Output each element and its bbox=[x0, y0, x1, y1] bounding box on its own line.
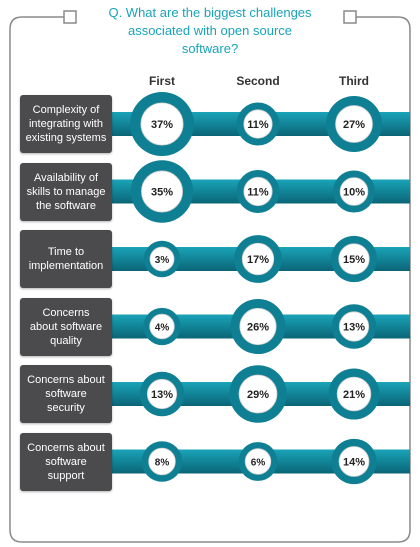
bubble bbox=[339, 177, 369, 206]
chart-question: Q. What are the biggest challenges assoc… bbox=[90, 4, 330, 58]
row-label-line: the software bbox=[36, 199, 96, 212]
row-label-line: software bbox=[45, 455, 87, 468]
question-line-2: associated with open source bbox=[127, 23, 293, 38]
row-label-line: support bbox=[47, 469, 85, 482]
bubble bbox=[140, 102, 184, 146]
row-label: Complexity of integrating with existing sy… bbox=[20, 95, 112, 153]
bubble-value-label: 26% bbox=[247, 322, 269, 334]
row-label-line: Complexity of bbox=[32, 104, 100, 116]
bubble-value-label: 13% bbox=[151, 389, 173, 401]
row-label: Concerns about software support bbox=[20, 432, 112, 491]
bubble-value-label: 15% bbox=[343, 254, 365, 266]
row-label-line: Concerns about bbox=[27, 441, 105, 454]
bubble-value-label: 4% bbox=[155, 323, 170, 334]
row-label: Concerns about software security bbox=[20, 365, 112, 423]
bubble bbox=[239, 307, 277, 346]
bubble-value-label: 10% bbox=[343, 187, 365, 199]
bubble bbox=[241, 242, 275, 276]
row-label-line: implementation bbox=[28, 260, 104, 272]
row-label-line: integrating with bbox=[28, 118, 103, 130]
row-label-line: skills to manage bbox=[26, 185, 106, 198]
row-label: Availability of skills to manage the softw… bbox=[20, 162, 112, 221]
row-label-line: Availability of bbox=[34, 171, 98, 184]
bubble-value-label: 27% bbox=[343, 119, 365, 131]
bubble bbox=[148, 447, 176, 476]
row-label: Time to implementation bbox=[20, 230, 112, 288]
bubble-value-label: 13% bbox=[343, 322, 365, 334]
column-header-first: First bbox=[148, 74, 175, 88]
row-label-line: quality bbox=[50, 334, 82, 347]
bubble-value-label: 29% bbox=[247, 389, 269, 401]
bubble bbox=[238, 374, 278, 414]
column-header-second: Second bbox=[236, 74, 280, 88]
row-label-line: about software bbox=[29, 320, 103, 333]
frame-corner-square-left bbox=[63, 10, 77, 24]
bubble bbox=[338, 243, 370, 275]
frame-corner-square-right bbox=[343, 10, 357, 24]
bubble-value-label: 14% bbox=[343, 457, 365, 469]
row-label-line: software bbox=[45, 388, 87, 400]
bubble-value-label: 17% bbox=[247, 254, 269, 266]
row-label: Concerns about software quality bbox=[20, 297, 112, 356]
column-header-third: Third bbox=[339, 74, 369, 88]
question-line-3: software? bbox=[181, 41, 239, 56]
bubble-value-label: 3% bbox=[155, 255, 170, 266]
row-label-line: Concerns about bbox=[27, 374, 105, 386]
row-label-line: existing systems bbox=[25, 132, 107, 144]
question-line-1: Q. What are the biggest challenges bbox=[108, 5, 312, 20]
bubble bbox=[336, 376, 372, 412]
bubble bbox=[243, 109, 273, 139]
bubble bbox=[149, 246, 175, 272]
bubble bbox=[338, 311, 370, 342]
row-label-line: Concerns bbox=[42, 306, 90, 319]
bubble bbox=[338, 446, 370, 477]
bubble bbox=[149, 313, 175, 340]
bubble-value-label: 11% bbox=[247, 187, 269, 199]
bubble-value-label: 37% bbox=[151, 119, 173, 131]
bubble bbox=[244, 448, 272, 475]
bubble bbox=[141, 170, 183, 213]
bubble-value-label: 35% bbox=[151, 187, 173, 199]
bubble bbox=[335, 105, 373, 143]
bubble bbox=[146, 378, 178, 410]
row-label-line: Time to bbox=[47, 246, 85, 258]
bubble bbox=[243, 176, 273, 207]
bubble-value-label: 11% bbox=[247, 119, 269, 131]
bubble-value-label: 8% bbox=[155, 458, 170, 469]
bubble-value-label: 21% bbox=[343, 389, 365, 401]
bubble-value-label: 6% bbox=[251, 458, 266, 469]
row-label-line: security bbox=[47, 402, 85, 414]
